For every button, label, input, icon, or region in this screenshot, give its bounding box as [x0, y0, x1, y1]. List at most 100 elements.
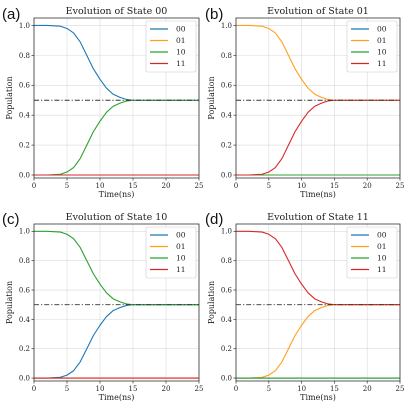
- y-tick-label: 0.2: [221, 142, 232, 150]
- y-tick-label: 0.8: [19, 52, 30, 60]
- x-tick-label: 10: [96, 385, 105, 393]
- y-tick-label: 0.6: [221, 286, 233, 294]
- x-tick-label: 5: [267, 182, 271, 190]
- legend-label-10: 10: [377, 48, 387, 57]
- x-tick-label: 0: [32, 385, 36, 393]
- x-tick-label: 20: [162, 385, 171, 393]
- panel-c: 0 5 10 15 20 25 0.0 0.2 0.4 0.6 0.8 1.0 Evolution of…: [2, 211, 203, 402]
- legend-label-01: 01: [176, 36, 186, 45]
- x-tick-label: 5: [267, 385, 271, 393]
- x-tick-label: 25: [396, 182, 405, 190]
- legend-box: [346, 226, 398, 279]
- legend: 00 01 10 11: [145, 20, 197, 73]
- legend-label-01: 01: [176, 242, 186, 251]
- y-tick-label: 0.4: [221, 316, 233, 324]
- y-tick-label: 0.6: [19, 286, 31, 294]
- y-tick-label: 0.2: [19, 345, 30, 353]
- x-axis-label: Time(ns): [99, 190, 135, 199]
- x-tick-label: 10: [297, 385, 306, 393]
- x-axis-label: Time(ns): [300, 190, 336, 199]
- legend: 00 01 10 11: [145, 226, 197, 279]
- series-line-10: [34, 99, 199, 176]
- legend-label-11: 11: [377, 59, 387, 68]
- series-line-10: [34, 230, 199, 306]
- legend-label-11: 11: [176, 59, 186, 68]
- legend: 00 01 10 11: [346, 226, 398, 279]
- x-tick-label: 15: [330, 385, 339, 393]
- legend-label-01: 01: [377, 36, 387, 45]
- x-tick-label: 15: [330, 182, 339, 190]
- x-tick-label: 25: [195, 182, 204, 190]
- legend-label-00: 00: [377, 25, 387, 34]
- legend-box: [346, 20, 398, 73]
- panel-label: (b): [205, 6, 223, 23]
- legend-label-10: 10: [176, 254, 186, 263]
- panel-title: Evolution of State 00: [66, 6, 168, 17]
- y-tick-label: 0.4: [19, 316, 31, 324]
- x-tick-label: 5: [65, 385, 69, 393]
- panel-label: (c): [2, 211, 20, 228]
- panel-title: Evolution of State 01: [267, 6, 369, 17]
- x-tick-label: 15: [129, 385, 138, 393]
- legend-label-10: 10: [176, 48, 186, 57]
- x-tick-label: 20: [162, 182, 171, 190]
- y-axis-label: Population: [5, 76, 14, 119]
- y-tick-label: 1.0: [19, 228, 30, 236]
- panel-label: (a): [2, 6, 20, 23]
- legend-box: [145, 226, 197, 279]
- x-tick-label: 20: [363, 182, 372, 190]
- y-tick-label: 0.4: [221, 112, 233, 120]
- y-tick-label: 0.8: [221, 257, 232, 265]
- y-tick-label: 1.0: [221, 228, 232, 236]
- x-tick-label: 0: [234, 182, 238, 190]
- panel-a: 0 5 10 15 20 25 0.0 0.2 0.4 0.6 0.8 1.0 Evolution of…: [2, 6, 203, 199]
- y-axis-label: Population: [5, 281, 14, 324]
- panel-title: Evolution of State 11: [267, 212, 369, 223]
- panel-d: 0 5 10 15 20 25 0.0 0.2 0.4 0.6 0.8 1.0 Evolution of…: [205, 211, 404, 402]
- plot-frame: [235, 17, 401, 179]
- legend-label-00: 00: [176, 25, 186, 34]
- y-tick-label: 0.6: [221, 82, 233, 90]
- y-tick-label: 0.4: [19, 112, 31, 120]
- legend: 00 01 10 11: [346, 20, 398, 73]
- legend-label-10: 10: [377, 254, 387, 263]
- legend-label-11: 11: [377, 265, 387, 274]
- y-tick-label: 0.8: [221, 52, 232, 60]
- x-tick-label: 5: [65, 182, 69, 190]
- series-line-11: [236, 99, 400, 176]
- x-tick-label: 10: [96, 182, 105, 190]
- x-axis-label: Time(ns): [99, 393, 135, 402]
- legend-label-11: 11: [176, 265, 186, 274]
- panel-label: (d): [205, 211, 223, 228]
- x-tick-label: 0: [32, 182, 36, 190]
- x-tick-label: 25: [396, 385, 405, 393]
- legend-label-00: 00: [176, 231, 186, 240]
- legend-box: [145, 20, 197, 73]
- y-tick-label: 1.0: [19, 22, 30, 30]
- x-tick-label: 25: [195, 385, 204, 393]
- y-tick-label: 0.8: [19, 257, 30, 265]
- y-axis-label: Population: [207, 281, 216, 324]
- y-tick-label: 0.2: [221, 345, 232, 353]
- plot-frame: [235, 223, 401, 382]
- y-tick-label: 0.0: [19, 374, 30, 382]
- x-axis-label: Time(ns): [300, 393, 336, 402]
- panel-b: 0 5 10 15 20 25 0.0 0.2 0.4 0.6 0.8 1.0 Evolution of…: [205, 6, 404, 199]
- x-tick-label: 10: [297, 182, 306, 190]
- plot-frame: [33, 223, 200, 382]
- x-tick-label: 20: [363, 385, 372, 393]
- x-tick-label: 15: [129, 182, 138, 190]
- plot-frame: [33, 17, 200, 179]
- x-tick-label: 0: [234, 385, 238, 393]
- y-tick-label: 0.0: [19, 171, 30, 179]
- legend-label-00: 00: [377, 231, 387, 240]
- y-tick-label: 1.0: [221, 22, 232, 30]
- y-tick-label: 0.2: [19, 142, 30, 150]
- y-tick-label: 0.6: [19, 82, 31, 90]
- panel-title: Evolution of State 10: [66, 212, 168, 223]
- y-axis-label: Population: [207, 76, 216, 119]
- y-tick-label: 0.0: [221, 374, 232, 382]
- legend-label-01: 01: [377, 242, 387, 251]
- series-line-11: [236, 230, 400, 306]
